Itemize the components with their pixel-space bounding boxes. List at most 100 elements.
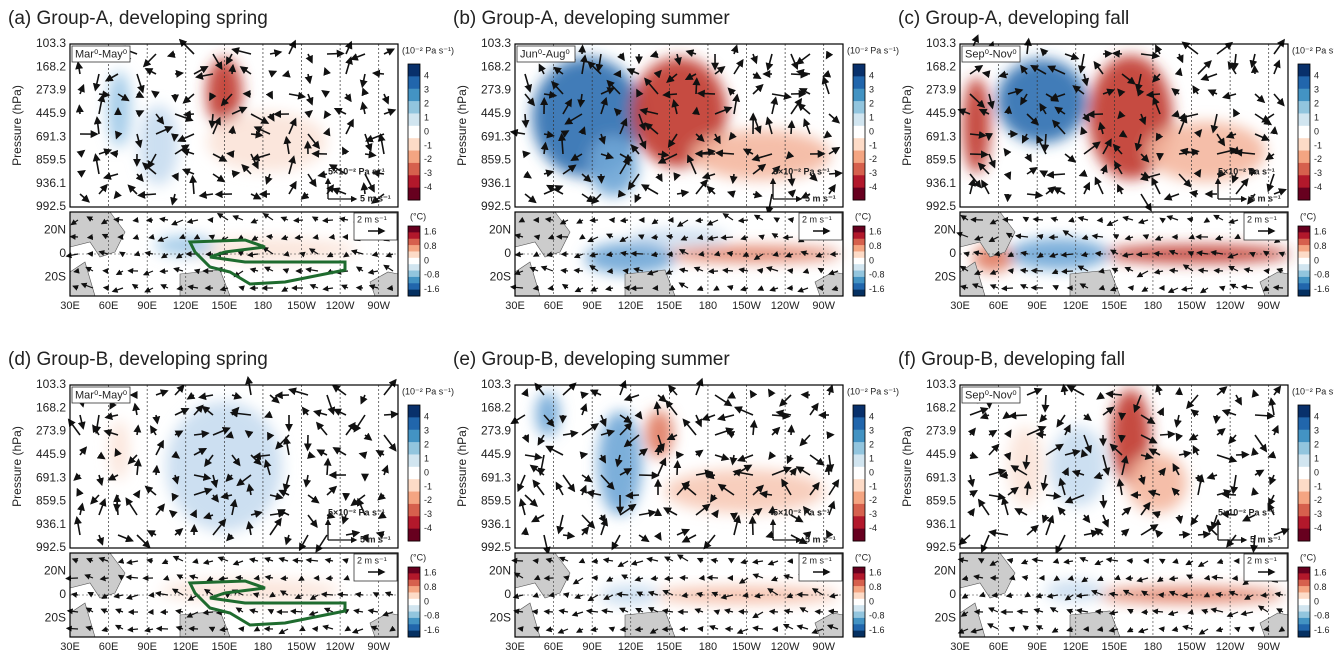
lon-tick-label: 120W bbox=[326, 300, 355, 312]
lon-tick-label: 90W bbox=[1257, 300, 1280, 312]
colorbar-swatch bbox=[1298, 405, 1310, 418]
colorbar-swatch bbox=[853, 442, 865, 455]
colorbar-swatch bbox=[1298, 580, 1310, 587]
colorbar-tick-label: 0.8 bbox=[1314, 241, 1327, 251]
lon-tick-label: 90E bbox=[137, 641, 157, 653]
colorbar-tick-label: -3 bbox=[424, 509, 432, 519]
colorbar-swatch bbox=[1298, 277, 1310, 284]
lon-tick-label: 30E bbox=[505, 300, 525, 312]
lat-tick-label: 20S bbox=[490, 611, 511, 625]
wind-vector bbox=[1126, 578, 1133, 579]
colorbar-tick-label: 2 bbox=[1314, 440, 1319, 450]
colorbar-swatch bbox=[408, 592, 420, 599]
colorbar-tick-label: -0.8 bbox=[424, 611, 440, 621]
colorbar-swatch bbox=[408, 599, 420, 606]
wind-vector bbox=[575, 270, 583, 271]
wind-vector bbox=[829, 173, 841, 174]
vector-ref-label: 2 m s⁻¹ bbox=[1247, 214, 1277, 224]
wind-vector bbox=[1236, 148, 1237, 154]
lon-tick-label: 90W bbox=[1257, 641, 1280, 653]
colorbar-swatch bbox=[853, 151, 865, 164]
colorbar-tick-label: -0.8 bbox=[869, 270, 885, 280]
colorbar-swatch bbox=[853, 467, 865, 480]
colorbar-swatch bbox=[408, 624, 420, 631]
lat-tick-label: 0 bbox=[504, 587, 511, 601]
wind-vector bbox=[1103, 495, 1104, 507]
wind-vector bbox=[204, 612, 213, 613]
colorbar-tick-label: 4 bbox=[424, 71, 429, 81]
colorbar-tick-label: 0 bbox=[1314, 255, 1319, 265]
lon-tick-label: 180 bbox=[1144, 641, 1162, 653]
season-label: Mar⁰-May⁰ bbox=[75, 389, 128, 401]
vector-ref-horizontal: 5 m s⁻¹ bbox=[360, 193, 391, 203]
colorbar-tick-label: 1.6 bbox=[424, 568, 437, 578]
plot-background bbox=[515, 385, 843, 548]
wind-vector bbox=[1274, 128, 1275, 134]
colorbar-tick-label: -1.6 bbox=[1314, 284, 1330, 294]
colorbar-swatch bbox=[1298, 573, 1310, 580]
wind-vector bbox=[338, 594, 348, 595]
colorbar-swatch bbox=[1298, 605, 1310, 612]
lon-tick-label: 90E bbox=[137, 300, 157, 312]
wind-vector bbox=[582, 394, 587, 395]
wind-vector bbox=[232, 127, 233, 134]
wind-vector bbox=[294, 220, 303, 221]
colorbar-tick-label: -3 bbox=[869, 168, 877, 178]
wind-vector bbox=[111, 153, 118, 154]
contour-blob bbox=[1050, 427, 1106, 507]
lon-tick-label: 120E bbox=[173, 300, 199, 312]
colorbar-tick-label: -4 bbox=[869, 182, 877, 192]
colorbar-swatch bbox=[408, 283, 420, 290]
wind-vector bbox=[185, 114, 194, 115]
wind-vector bbox=[652, 578, 658, 579]
lon-tick-label: 150W bbox=[1177, 641, 1206, 653]
wind-vector bbox=[72, 594, 78, 595]
lon-tick-label: 60E bbox=[99, 300, 119, 312]
wind-vector bbox=[791, 426, 792, 435]
pressure-tick-label: 859.5 bbox=[36, 494, 66, 508]
colorbar-swatch bbox=[408, 612, 420, 619]
wind-vector bbox=[550, 595, 553, 596]
colorbar-tick-label: -1 bbox=[869, 481, 877, 491]
panel-title: (b) Group-A, developing summer bbox=[453, 8, 730, 29]
colorbar-swatch bbox=[408, 245, 420, 252]
lat-tick-label: 20S bbox=[45, 611, 66, 625]
wind-vector bbox=[993, 595, 998, 596]
colorbar-tick-label: 2 bbox=[869, 99, 874, 109]
pressure-tick-label: 103.3 bbox=[36, 377, 66, 391]
colorbar-swatch bbox=[853, 454, 865, 467]
y-axis-label: Pressure (hPa) bbox=[10, 85, 24, 166]
colorbar-swatch bbox=[1298, 239, 1310, 246]
wind-vector bbox=[601, 174, 602, 182]
lon-tick-label: 60E bbox=[544, 300, 564, 312]
colorbar-swatch bbox=[1298, 101, 1310, 114]
panel-title: (d) Group-B, developing spring bbox=[8, 349, 268, 370]
lon-tick-label: 120W bbox=[1216, 300, 1245, 312]
pressure-tick-label: 445.9 bbox=[481, 106, 511, 120]
colorbar-swatch bbox=[1298, 283, 1310, 290]
colorbar-swatch bbox=[853, 573, 865, 580]
colorbar-tick-label: -3 bbox=[869, 509, 877, 519]
colorbar-swatch bbox=[1298, 175, 1310, 188]
lat-tick-label: 20N bbox=[44, 223, 66, 237]
lon-tick-label: 150E bbox=[657, 300, 683, 312]
colorbar-tick-label: 1 bbox=[424, 112, 429, 122]
colorbar-swatch bbox=[853, 251, 865, 258]
colorbar-swatch bbox=[1298, 76, 1310, 89]
colorbar-swatch bbox=[408, 64, 420, 77]
colorbar-unit: (10⁻² Pa s⁻¹) bbox=[847, 386, 899, 396]
lat-tick-label: 20N bbox=[489, 223, 511, 237]
pressure-tick-label: 445.9 bbox=[926, 447, 956, 461]
colorbar-tick-label: 3 bbox=[869, 85, 874, 95]
panel-title: (c) Group-A, developing fall bbox=[898, 8, 1129, 29]
colorbar-swatch bbox=[853, 245, 865, 252]
pressure-tick-label: 273.9 bbox=[926, 83, 956, 97]
colorbar-tick-label: -0.8 bbox=[1314, 611, 1330, 621]
wind-vector bbox=[789, 219, 793, 220]
wind-vector bbox=[1045, 134, 1046, 151]
pressure-tick-label: 103.3 bbox=[481, 377, 511, 391]
